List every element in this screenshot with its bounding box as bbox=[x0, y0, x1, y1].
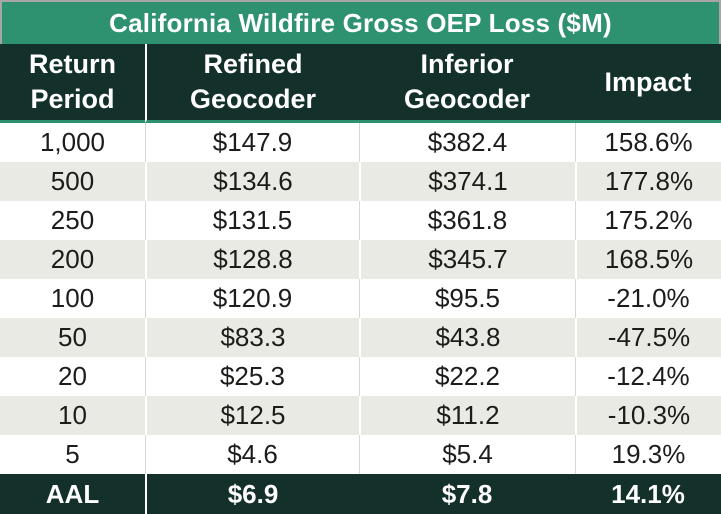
refined-geocoder-cell: $131.5 bbox=[145, 201, 359, 240]
header-line: Geocoder bbox=[189, 84, 317, 114]
impact-cell: 19.3% bbox=[575, 435, 721, 474]
header-line: Period bbox=[30, 84, 115, 114]
refined-geocoder-cell: $134.6 bbox=[145, 162, 359, 201]
footer-row-aal: AAL $6.9 $7.8 14.1% bbox=[0, 474, 721, 514]
inferior-geocoder-cell: $374.1 bbox=[359, 162, 575, 201]
table-row: 5 $4.6 $5.4 19.3% bbox=[0, 435, 721, 474]
inferior-geocoder-cell: $22.2 bbox=[359, 357, 575, 396]
return-period-cell: 10 bbox=[0, 396, 145, 435]
impact-cell: -12.4% bbox=[575, 357, 721, 396]
inferior-geocoder-cell: $361.8 bbox=[359, 201, 575, 240]
table-row: 20 $25.3 $22.2 -12.4% bbox=[0, 357, 721, 396]
table-row: 500 $134.6 $374.1 177.8% bbox=[0, 162, 721, 201]
table-title-bar: California Wildfire Gross OEP Loss ($M) bbox=[0, 0, 721, 44]
impact-cell: 158.6% bbox=[575, 123, 721, 162]
refined-geocoder-cell: $83.3 bbox=[145, 318, 359, 357]
inferior-geocoder-cell: $11.2 bbox=[359, 396, 575, 435]
impact-cell: -21.0% bbox=[575, 279, 721, 318]
footer-label: AAL bbox=[0, 474, 145, 514]
return-period-cell: 50 bbox=[0, 318, 145, 357]
header-line: Refined bbox=[203, 49, 303, 79]
return-period-cell: 200 bbox=[0, 240, 145, 279]
col-header-inferior-geocoder: Inferior Geocoder bbox=[359, 44, 575, 123]
return-period-cell: 500 bbox=[0, 162, 145, 201]
table-row: 1,000 $147.9 $382.4 158.6% bbox=[0, 123, 721, 162]
refined-geocoder-cell: $147.9 bbox=[145, 123, 359, 162]
table-row: 50 $83.3 $43.8 -47.5% bbox=[0, 318, 721, 357]
return-period-cell: 20 bbox=[0, 357, 145, 396]
inferior-geocoder-cell: $382.4 bbox=[359, 123, 575, 162]
return-period-cell: 250 bbox=[0, 201, 145, 240]
refined-geocoder-cell: $12.5 bbox=[145, 396, 359, 435]
table-body: 1,000 $147.9 $382.4 158.6% 500 $134.6 $3… bbox=[0, 123, 721, 474]
inferior-geocoder-cell: $5.4 bbox=[359, 435, 575, 474]
table-title: California Wildfire Gross OEP Loss ($M) bbox=[109, 7, 612, 38]
inferior-geocoder-cell: $345.7 bbox=[359, 240, 575, 279]
refined-geocoder-cell: $128.8 bbox=[145, 240, 359, 279]
footer-refined-value: $6.9 bbox=[145, 474, 359, 514]
refined-geocoder-cell: $120.9 bbox=[145, 279, 359, 318]
header-text-wrap: Return Period bbox=[0, 44, 145, 120]
table-row: 10 $12.5 $11.2 -10.3% bbox=[0, 396, 721, 435]
header-text-wrap: Refined Geocoder bbox=[147, 44, 359, 120]
return-period-cell: 100 bbox=[0, 279, 145, 318]
oep-loss-table: Return Period Refined Geocoder Inferior … bbox=[0, 44, 721, 514]
table-row: 100 $120.9 $95.5 -21.0% bbox=[0, 279, 721, 318]
col-header-impact: Impact bbox=[575, 44, 721, 123]
footer-impact-value: 14.1% bbox=[575, 474, 721, 514]
header-line: Return bbox=[29, 49, 116, 79]
header-text-wrap: Inferior Geocoder bbox=[359, 44, 575, 120]
header-row: Return Period Refined Geocoder Inferior … bbox=[0, 44, 721, 123]
refined-geocoder-cell: $4.6 bbox=[145, 435, 359, 474]
header-text-wrap: Impact bbox=[575, 44, 721, 120]
table-row: 200 $128.8 $345.7 168.5% bbox=[0, 240, 721, 279]
col-header-refined-geocoder: Refined Geocoder bbox=[145, 44, 359, 123]
header-line: Geocoder bbox=[403, 84, 531, 114]
header-line: Impact bbox=[604, 66, 692, 97]
header-line: Inferior bbox=[420, 49, 514, 79]
return-period-cell: 1,000 bbox=[0, 123, 145, 162]
table-row: 250 $131.5 $361.8 175.2% bbox=[0, 201, 721, 240]
inferior-geocoder-cell: $43.8 bbox=[359, 318, 575, 357]
col-header-return-period: Return Period bbox=[0, 44, 145, 123]
impact-cell: -10.3% bbox=[575, 396, 721, 435]
impact-cell: -47.5% bbox=[575, 318, 721, 357]
impact-cell: 168.5% bbox=[575, 240, 721, 279]
footer-inferior-value: $7.8 bbox=[359, 474, 575, 514]
return-period-cell: 5 bbox=[0, 435, 145, 474]
refined-geocoder-cell: $25.3 bbox=[145, 357, 359, 396]
impact-cell: 175.2% bbox=[575, 201, 721, 240]
inferior-geocoder-cell: $95.5 bbox=[359, 279, 575, 318]
impact-cell: 177.8% bbox=[575, 162, 721, 201]
